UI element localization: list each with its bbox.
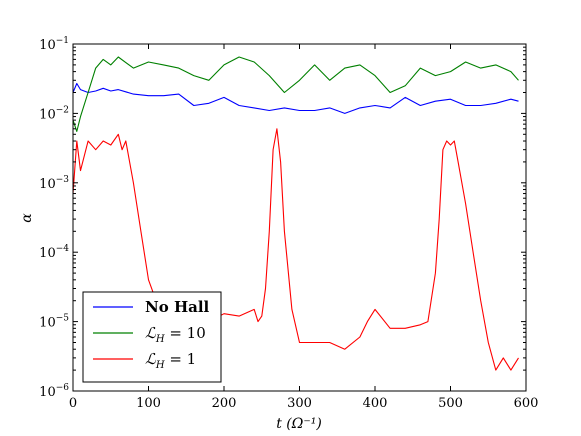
y-tick-label: 10−2	[39, 105, 69, 122]
x-tick-label: 600	[514, 396, 539, 411]
x-axis-label: t (Ω⁻¹)	[276, 416, 322, 432]
x-tick-label: 300	[287, 396, 312, 411]
x-tick-label: 400	[363, 396, 388, 411]
legend-label-3: ℒH = 1	[145, 350, 196, 371]
legend-items: No Hall ℒH = 10 ℒH = 1	[93, 298, 210, 371]
legend-label-1: No Hall	[145, 298, 210, 316]
y-axis-label: α	[19, 213, 35, 223]
ticks-layer: 0 100 200 300 400 500 600 10−6 10−5 10−4 10−3 10−2 1…	[39, 36, 538, 411]
x-tick-label: 200	[212, 396, 237, 411]
y-tick-label: 10−6	[39, 383, 69, 400]
y-tick-label: 10−1	[39, 36, 69, 53]
legend-label-2: ℒH = 10	[145, 324, 206, 345]
series-line-1	[72, 82, 519, 114]
x-tick-label: 0	[69, 396, 77, 411]
y-tick-label: 10−3	[39, 175, 69, 192]
y-tick-label: 10−4	[39, 244, 69, 261]
x-tick-label: 500	[438, 396, 463, 411]
x-tick-label: 100	[136, 396, 161, 411]
y-tick-label: 10−5	[39, 314, 69, 331]
series-layer	[72, 56, 519, 371]
series-line-3	[72, 128, 519, 371]
legend: No Hall ℒH = 10 ℒH = 1	[82, 291, 222, 383]
series-line-2	[72, 56, 519, 132]
